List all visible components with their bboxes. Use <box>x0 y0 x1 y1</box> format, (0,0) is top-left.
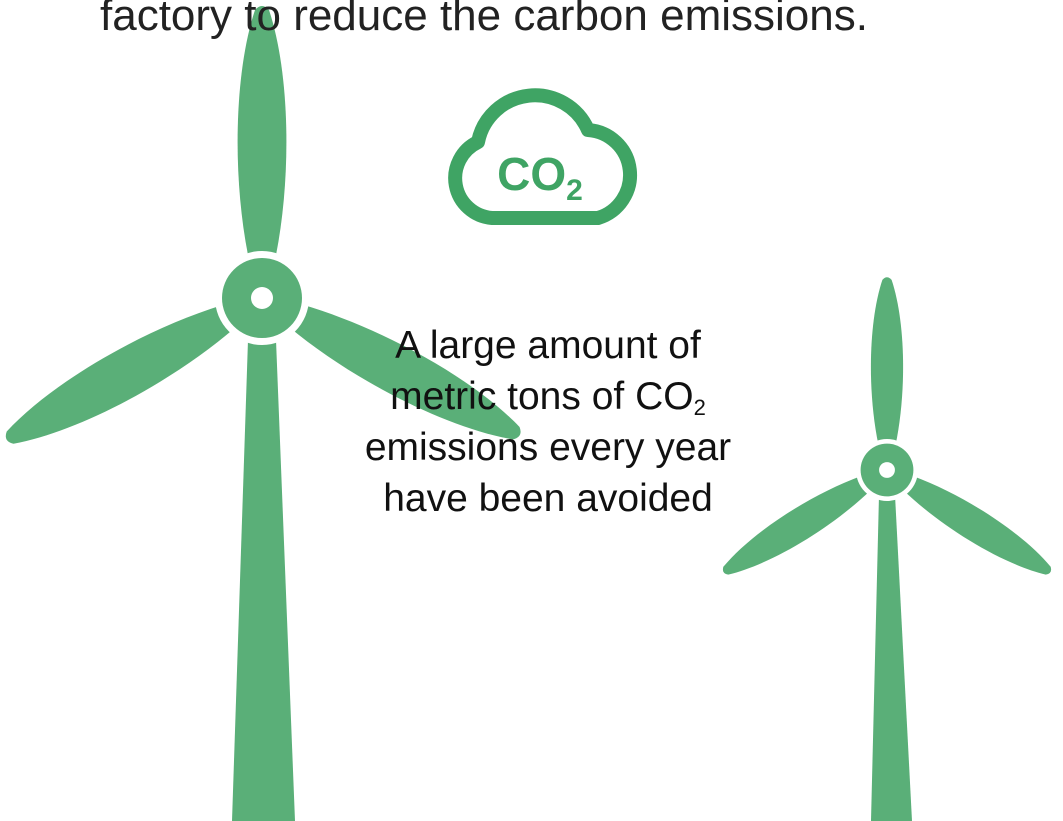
message-line: have been avoided <box>383 477 713 520</box>
message-text: have been avoided <box>383 477 713 520</box>
tower <box>232 340 295 821</box>
icon-label: CO2 <box>497 148 583 207</box>
tower <box>871 495 912 821</box>
header-text: factory to reduce the carbon emissions. <box>100 0 868 40</box>
small-turbine <box>715 277 1059 821</box>
blade <box>715 470 874 586</box>
blade <box>871 277 903 445</box>
message-line: emissions every year <box>365 426 731 469</box>
message-line: metric tons of CO2 <box>390 375 706 420</box>
message-text: A large amount of <box>395 324 701 367</box>
message-subscript: 2 <box>694 395 706 420</box>
page: {"header": {"text": "factory to reduce t… <box>0 0 1063 821</box>
blade <box>0 295 241 461</box>
slide: factory to reduce the carbon emissions. … <box>0 0 1063 821</box>
icon-subscript: 2 <box>566 174 583 207</box>
blade <box>900 470 1059 586</box>
icon-co: CO <box>497 148 566 200</box>
message-text: emissions every year <box>365 426 731 469</box>
hub-center <box>879 462 895 478</box>
hub-center <box>251 287 273 309</box>
message: A large amount of metric tons of CO2 emiss… <box>365 324 731 520</box>
co2-icon: CO2 <box>455 95 630 218</box>
message-line: A large amount of <box>395 324 701 367</box>
blade <box>238 6 287 260</box>
message-text: metric tons of CO <box>390 375 693 418</box>
